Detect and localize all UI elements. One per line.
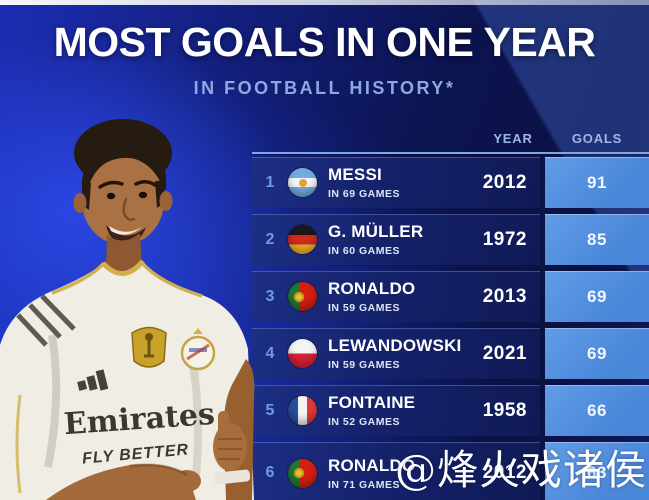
flag-portugal-icon [288,458,317,488]
player-hand [213,411,247,471]
page-subtitle: IN FOOTBALL HISTORY* [193,78,456,98]
player-name: FONTAINE [328,393,416,412]
rank-label: 6 [265,464,275,481]
year-value: 2012 [482,462,527,483]
goals-value: 91 [587,172,607,192]
player-info: FONTAINE IN 52 GAMES [328,393,415,428]
year-value: 2012 [482,171,527,193]
player-cell: 4 LEWANDOWSKI IN 59 GAMES 2021 [252,328,540,379]
player-jersey [0,263,254,500]
flag-germany-icon [288,225,317,254]
table-row: 5 FONTAINE IN 52 GAMES 1958 66 [252,385,649,436]
watermark-text: @烽火戏诸侯 [395,446,647,494]
player-info: RONALDO IN 71 GAMES [328,456,415,491]
flag-argentina-icon [288,168,317,197]
goals-value: 63 [587,463,607,482]
rank-label: 2 [265,230,275,248]
jersey-collar [101,259,145,276]
year-column-header: YEAR [493,131,533,146]
wrist-tape [213,469,251,485]
table-header: YEAR GOALS [252,128,649,150]
table-row: 3 RONALDO IN 59 GAMES 2013 69 [252,271,649,322]
table-row: 4 LEWANDOWSKI IN 59 GAMES 2021 69 [252,328,649,379]
year-value: 1972 [482,228,527,250]
goals-value: 85 [587,229,607,249]
player-name: RONALDO [328,279,416,298]
flag-portugal-icon [288,282,317,311]
header-divider [252,152,649,154]
player-face [82,157,164,245]
rank-label: 1 [265,173,275,191]
table-row: 2 G. MÜLLER IN 60 GAMES 1972 85 [252,214,649,265]
goals-value: 69 [587,286,607,306]
player-eyebrow [134,180,157,187]
player-cell: 5 FONTAINE IN 52 GAMES 1958 [252,385,540,436]
goals-cell: 85 [545,214,649,265]
ranking-table: YEAR GOALS 1 MESSI IN 69 GAMES 2012 91 [252,128,649,500]
year-value: 1958 [482,399,527,421]
player-info: LEWANDOWSKI IN 59 GAMES [328,336,461,371]
goals-value: 66 [587,400,607,420]
games-label: IN 60 GAMES [328,245,401,257]
goals-cell: 66 [545,385,649,436]
player-name: MESSI [328,165,382,184]
player-eye [106,192,116,200]
club-crest-icon [180,328,216,371]
table-row: 6 RONALDO IN 71 GAMES 2012 63 [252,442,649,500]
player-photo: Emirates FLY BETTER [0,119,255,500]
table-row: 1 MESSI IN 69 GAMES 2012 91 [252,157,649,208]
player-eye [138,191,148,199]
rank-label: 5 [265,401,275,419]
page-title: MOST GOALS IN ONE YEAR [53,19,596,65]
gold-badge-icon [131,326,167,368]
player-name: RONALDO [328,455,416,475]
player-cell: 1 MESSI IN 69 GAMES 2012 [252,157,540,208]
player-cell: 3 RONALDO IN 59 GAMES 2013 [252,271,540,322]
table-rows: 1 MESSI IN 69 GAMES 2012 91 2 [252,157,649,500]
year-value: 2013 [482,285,527,307]
games-label: IN 59 GAMES [328,359,401,371]
rank-label: 4 [265,344,275,362]
adidas-logo-icon [77,369,109,391]
goals-column-header: GOALS [571,131,623,146]
goals-cell: 91 [545,157,649,208]
rank-label: 3 [265,287,275,305]
goals-cell: 69 [545,271,649,322]
player-name: G. MÜLLER [328,222,424,241]
goals-cell: 69 [545,328,649,379]
games-label: IN 69 GAMES [328,188,401,200]
player-name: LEWANDOWSKI [328,336,462,355]
flag-france-icon [288,396,317,425]
player-forearm [46,464,196,500]
player-cell: 2 G. MÜLLER IN 60 GAMES 1972 [252,214,540,265]
player-neck [106,233,142,277]
shoulder-stripes [16,294,76,347]
player-eyebrow [98,180,124,189]
games-label: IN 52 GAMES [328,416,401,428]
games-label: IN 71 GAMES [328,478,401,491]
year-value: 2021 [482,342,527,364]
goals-value: 69 [587,343,607,363]
flag-poland-icon [288,339,317,368]
player-info: G. MÜLLER IN 60 GAMES [328,222,423,257]
player-nose [122,197,136,222]
player-info: RONALDO IN 59 GAMES [328,279,415,314]
player-cell: 6 RONALDO IN 71 GAMES 2012 [252,442,540,500]
player-info: MESSI IN 69 GAMES [328,165,400,200]
games-label: IN 59 GAMES [328,302,401,314]
goals-cell: 63 [545,442,649,500]
top-border-strip [0,0,649,5]
